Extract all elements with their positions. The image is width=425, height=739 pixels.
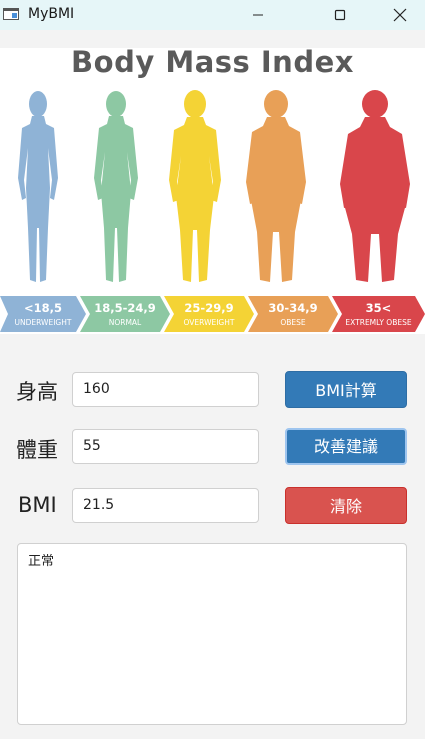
weight-label: 體重 — [16, 438, 58, 462]
title-bar[interactable]: MyBMI — [0, 0, 425, 30]
category-underweight: <18,5 UNDERWEIGHT — [0, 296, 86, 332]
category-extremely-obese: 35< EXTREMLY OBESE — [332, 296, 425, 332]
bmi-result-field[interactable]: 21.5 — [72, 488, 259, 523]
normal-figure — [94, 91, 138, 282]
height-label: 身高 — [16, 380, 58, 404]
underweight-figure — [18, 91, 58, 282]
bmi-calculate-button[interactable]: BMI計算 — [285, 371, 407, 408]
category-range: 18,5-24,9 — [94, 301, 156, 315]
overweight-figure — [169, 90, 221, 282]
category-obese: 30-34,9 OBESE — [248, 296, 338, 332]
advice-textarea[interactable]: 正常 — [17, 543, 407, 725]
close-icon — [393, 8, 407, 22]
clear-button[interactable]: 清除 — [285, 487, 407, 524]
app-icon — [3, 8, 19, 20]
category-label: OBESE — [280, 318, 306, 327]
minimize-button[interactable] — [235, 0, 281, 30]
banner-title: Body Mass Index — [71, 45, 354, 79]
improvement-advice-button[interactable]: 改善建議 — [285, 428, 407, 465]
extremely-obese-figure — [340, 90, 410, 282]
category-normal: 18,5-24,9 NORMAL — [80, 296, 170, 332]
category-range: 30-34,9 — [268, 301, 318, 315]
obese-figure — [246, 90, 306, 282]
category-overweight: 25-29,9 OVERWEIGHT — [164, 296, 254, 332]
height-input[interactable]: 160 — [72, 372, 259, 407]
category-label: EXTREMLY OBESE — [345, 318, 412, 327]
minimize-icon — [253, 14, 263, 16]
category-range: 25-29,9 — [184, 301, 234, 315]
close-button[interactable] — [377, 0, 423, 30]
category-range: 35< — [365, 301, 392, 315]
category-label: OVERWEIGHT — [183, 318, 235, 327]
category-range: <18,5 — [23, 301, 62, 315]
weight-input[interactable]: 55 — [72, 429, 259, 464]
bmi-label: BMI — [18, 493, 57, 517]
window-title: MyBMI — [28, 6, 75, 22]
maximize-button[interactable] — [317, 0, 363, 30]
maximize-icon — [334, 9, 346, 21]
bmi-chart-image: Body Mass Index <18,5 UNDERWEIGHT 18,5-2… — [0, 45, 425, 334]
category-label: NORMAL — [108, 318, 142, 327]
advice-text: 正常 — [28, 554, 55, 569]
category-label: UNDERWEIGHT — [14, 318, 72, 327]
